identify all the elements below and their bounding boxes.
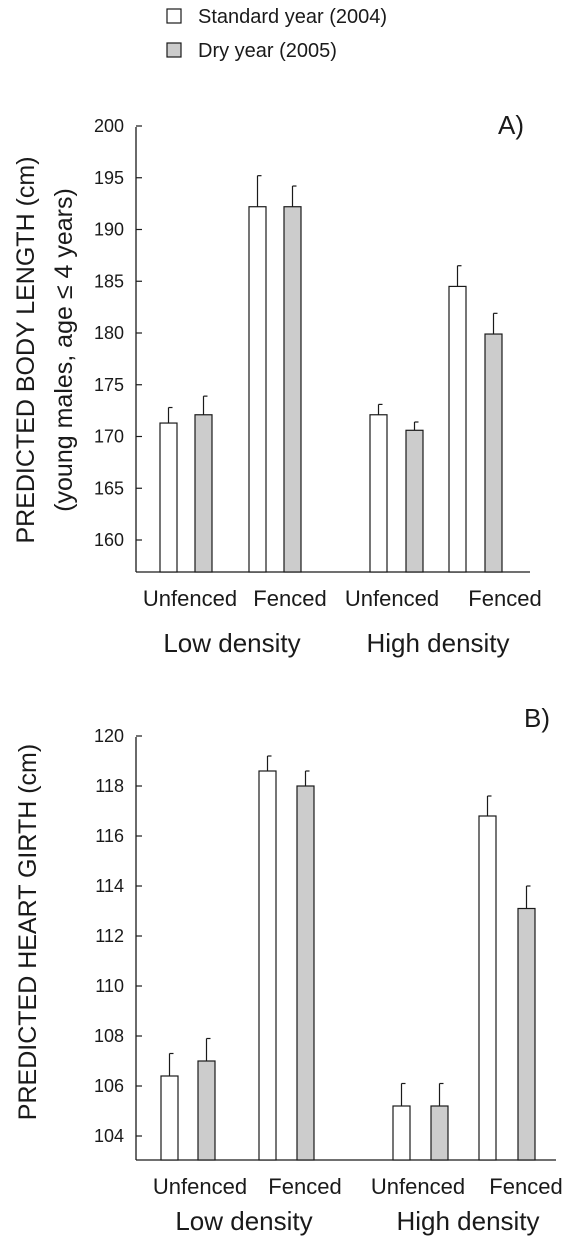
- bar: [448, 285, 467, 573]
- bar: [369, 414, 388, 573]
- y-axis-label: PREDICTED BODY LENGTH (cm): [12, 156, 40, 543]
- legend-label: Standard year (2004): [198, 6, 387, 28]
- legend-swatch: [166, 42, 182, 58]
- y-tick-label: 106: [94, 1076, 124, 1096]
- y-tick-label: 200: [94, 116, 124, 136]
- y-tick-label: 180: [94, 323, 124, 343]
- legend-swatch: [166, 8, 182, 24]
- y-tick-label: 120: [94, 726, 124, 746]
- bar: [405, 429, 424, 573]
- bar: [160, 1075, 179, 1161]
- panel-label: A): [498, 110, 524, 140]
- bar: [197, 1060, 216, 1161]
- y-tick-label: 175: [94, 375, 124, 395]
- group-label: High density: [396, 1206, 539, 1236]
- y-tick-label: 170: [94, 427, 124, 447]
- y-tick-label: 114: [95, 876, 124, 896]
- y-tick-label: 112: [95, 926, 124, 946]
- group-label: High density: [366, 628, 509, 658]
- x-tick-label: Fenced: [468, 586, 541, 611]
- legend: Standard year (2004) Dry year (2005): [166, 6, 387, 62]
- panel-a: 160 165 170 175 180 185 190 195 200 Unfenced Fence…: [12, 110, 542, 658]
- bar: [517, 907, 536, 1161]
- bar: [159, 422, 178, 573]
- bar: [248, 206, 267, 573]
- bar: [296, 785, 315, 1161]
- x-tick-label: Unfenced: [345, 586, 439, 611]
- bar: [258, 770, 277, 1161]
- bar: [430, 1105, 449, 1161]
- bar: [194, 414, 213, 573]
- bar: [283, 206, 302, 573]
- y-tick-label: 104: [94, 1126, 124, 1146]
- y-tick-label: 118: [95, 776, 124, 796]
- group-label: Low density: [175, 1206, 312, 1236]
- panel-label: B): [524, 703, 550, 733]
- x-tick-label: Unfenced: [371, 1174, 465, 1199]
- y-axis-label: (young males, age ≤ 4 years): [50, 188, 78, 512]
- group-label: Low density: [163, 628, 300, 658]
- bar: [478, 815, 497, 1161]
- x-tick-label: Fenced: [268, 1174, 341, 1199]
- bar: [392, 1105, 411, 1161]
- x-tick-label: Fenced: [489, 1174, 562, 1199]
- y-tick-label: 185: [94, 271, 124, 291]
- y-tick-label: 165: [94, 478, 124, 498]
- y-tick-label: 160: [94, 530, 124, 550]
- y-axis-label: PREDICTED HEART GIRTH (cm): [14, 744, 42, 1120]
- bar: [484, 333, 503, 573]
- panel-b: 104 106 108 110 112 114 116 118 120 Unfenced Fence…: [14, 703, 563, 1236]
- y-tick-label: 116: [95, 826, 124, 846]
- x-tick-label: Fenced: [253, 586, 326, 611]
- x-tick-label: Unfenced: [143, 586, 237, 611]
- y-tick-label: 195: [94, 168, 124, 188]
- y-tick-label: 108: [94, 1026, 124, 1046]
- y-tick-label: 110: [95, 976, 124, 996]
- legend-label: Dry year (2005): [198, 40, 337, 62]
- y-tick-label: 190: [94, 220, 124, 240]
- x-tick-label: Unfenced: [153, 1174, 247, 1199]
